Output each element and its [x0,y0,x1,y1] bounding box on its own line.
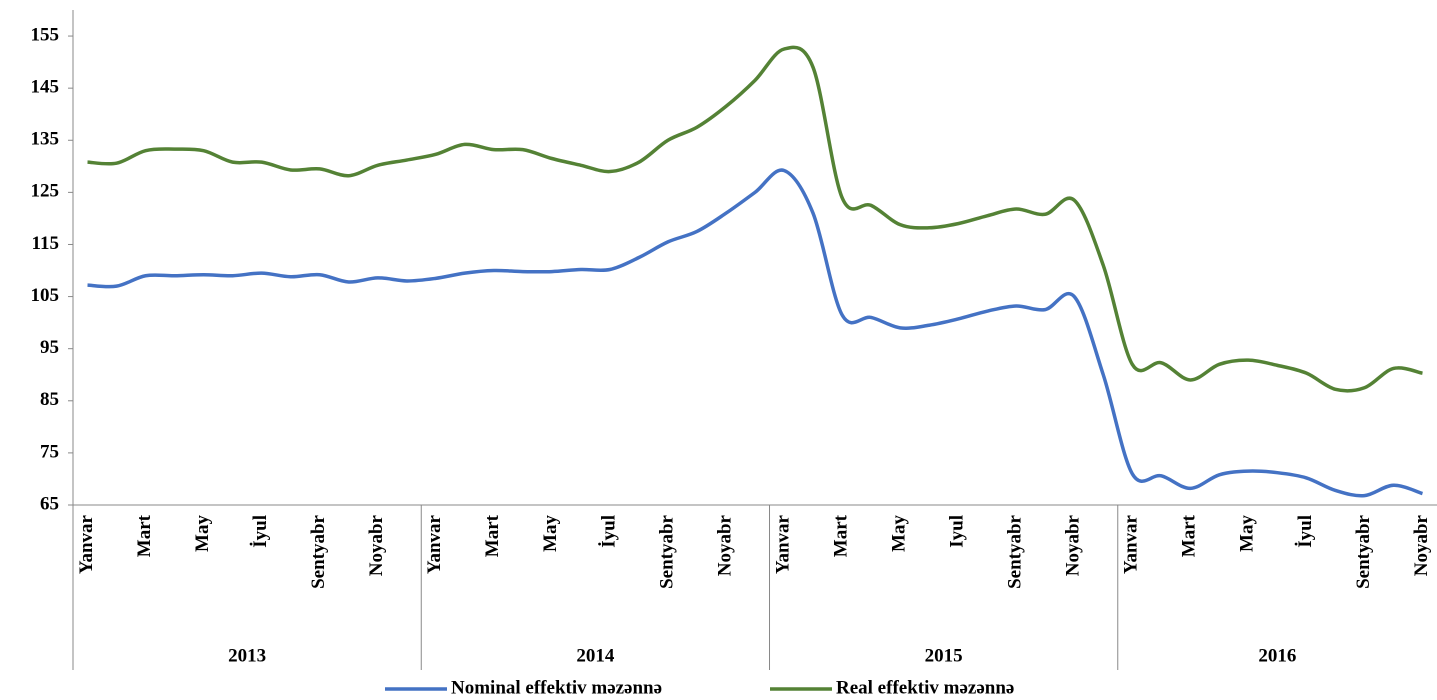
x-tick-label: Noyabr [714,514,735,576]
y-tick-label: 105 [31,285,60,306]
y-tick-label: 145 [31,77,60,98]
x-tick-label: Mart [134,514,155,557]
y-tick-label: 155 [31,24,60,45]
x-tick-label: Yanvar [1121,514,1142,574]
year-label: 2015 [925,645,963,666]
x-tick-label: Yanvar [424,514,445,574]
line-series [87,45,1423,393]
x-tick-label: Sentyabr [1005,514,1026,588]
legend-label: Real effektiv məzənnə [836,677,1014,698]
y-tick-label: 85 [40,389,59,410]
x-tick-label: Noyabr [366,514,387,576]
x-tick-label: İyul [250,515,271,548]
x-tick-label: İyul [598,515,619,548]
x-tick-label: Yanvar [76,514,97,574]
year-label: 2014 [576,645,615,666]
x-tick-label: Sentyabr [656,514,677,588]
x-tick-label: May [540,515,561,552]
x-tick-label: Noyabr [1063,514,1084,576]
x-tick-label: Noyabr [1411,514,1432,576]
x-tick-label: Sentyabr [1353,514,1374,588]
x-tick-label: Mart [830,514,851,557]
y-tick-label: 115 [32,233,59,254]
legend-label: Nominal effektiv məzənnə [451,677,662,698]
x-tick-label: May [1237,515,1258,552]
year-label: 2013 [228,645,266,666]
y-tick-label: 75 [40,441,59,462]
y-tick-label: 65 [40,493,59,514]
y-tick-label: 125 [31,181,60,202]
x-tick-label: May [192,515,213,552]
x-tick-label: İyul [1295,515,1316,548]
x-tick-label: Sentyabr [308,514,329,588]
x-tick-label: Yanvar [772,514,793,574]
year-label: 2016 [1258,645,1296,666]
line-series [87,168,1424,498]
x-tick-label: Iyul [947,515,968,548]
x-tick-label: Mart [1179,514,1200,557]
x-tick-label: Mart [482,514,503,557]
y-tick-label: 95 [40,337,59,358]
x-tick-label: May [888,515,909,552]
y-tick-label: 135 [31,129,60,150]
